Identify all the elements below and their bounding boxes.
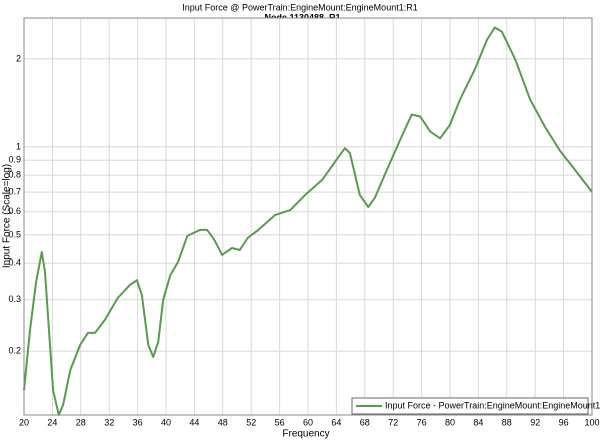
x-tick-label: 80 [445, 417, 455, 427]
legend-box [351, 397, 589, 415]
y-tick-label: 0.2 [8, 346, 21, 356]
y-tick-label: 0.5 [8, 229, 21, 239]
y-tick-label: 0.7 [8, 187, 21, 197]
y-tick-label: 0.8 [8, 170, 21, 180]
x-tick-label: 44 [189, 417, 199, 427]
x-tick-label: 52 [246, 417, 256, 427]
x-tick-label: 60 [303, 417, 313, 427]
x-tick-label: 36 [133, 417, 143, 427]
chart-subtitle: , Node 1130488, R1 [259, 12, 340, 22]
x-tick-label: 48 [218, 417, 228, 427]
y-tick-label: 1 [16, 141, 21, 151]
x-tick-label: 20 [19, 417, 29, 427]
y-tick-label: 0.4 [8, 258, 21, 268]
x-tick-label: 76 [417, 417, 427, 427]
x-tick-label: 96 [559, 417, 569, 427]
x-tick-label: 64 [331, 417, 341, 427]
x-tick-label: 28 [76, 417, 86, 427]
x-tick-label: 84 [473, 417, 483, 427]
chart-title: Input Force @ PowerTrain:EngineMount:Eng… [182, 2, 417, 12]
x-tick-label: 68 [360, 417, 370, 427]
y-tick-label: 0.6 [8, 206, 21, 216]
x-tick-label: 32 [104, 417, 114, 427]
x-axis-label: Frequency [282, 429, 329, 440]
plot-border [23, 17, 593, 416]
legend-label: Input Force - PowerTrain:EngineMount:Eng… [385, 400, 600, 410]
y-tick-label: 0.9 [8, 155, 21, 165]
series-line [23, 26, 593, 416]
x-tick-label: 72 [388, 417, 398, 427]
x-tick-label: 56 [275, 417, 285, 427]
x-tick-label: 92 [530, 417, 540, 427]
y-tick-label: 2 [16, 53, 21, 63]
x-tick-label: 100 [584, 417, 599, 427]
y-tick-label: 0.3 [8, 294, 21, 304]
y-axis-label: Input Force (Scale=log) [2, 164, 13, 268]
x-tick-label: 40 [161, 417, 171, 427]
x-tick-label: 24 [47, 417, 57, 427]
x-tick-label: 88 [502, 417, 512, 427]
